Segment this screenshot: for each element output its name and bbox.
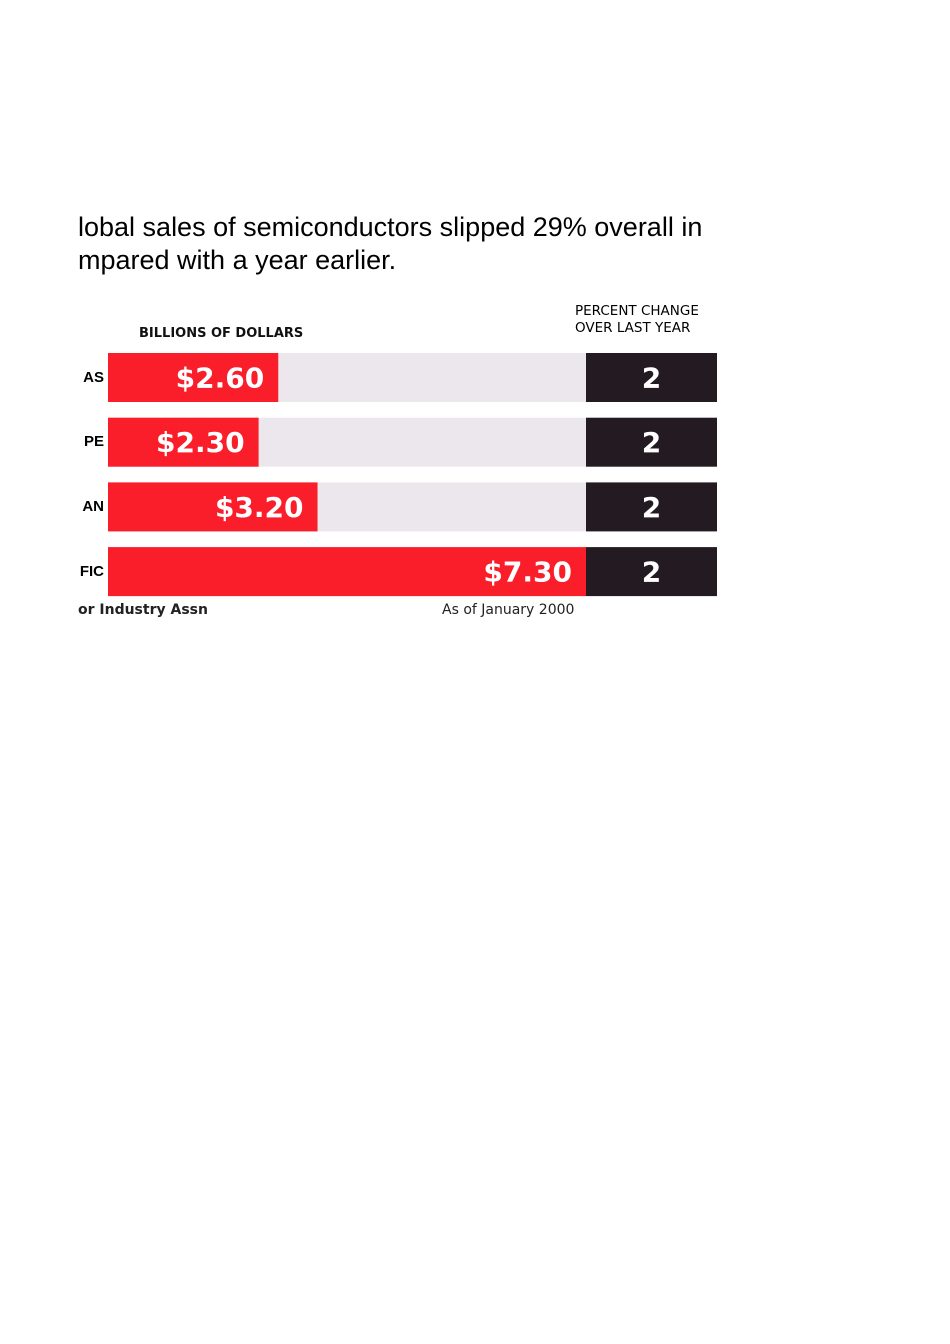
percent-change-box: [586, 482, 717, 532]
bar-value-label: $3.20: [215, 491, 304, 524]
bar: [108, 482, 318, 532]
value-axis-header: BILLIONS OF DOLLARS: [139, 326, 304, 341]
percent-change-value: 2: [642, 491, 661, 524]
bar: [108, 353, 279, 402]
category-label: AS: [83, 368, 104, 386]
bar-value-label: $2.60: [176, 362, 265, 395]
percent-change-box: [586, 547, 717, 597]
bar-chart: $2.60 2 $2.30 2 $3.20 2 $7.30 2: [108, 353, 717, 597]
bar-value-label: $7.30: [483, 556, 572, 589]
percent-change-header: PERCENT CHANGE OVER LAST YEAR: [575, 303, 699, 337]
percent-change-header-line-2: OVER LAST YEAR: [575, 320, 691, 336]
category-label-clip: AS: [78, 368, 104, 388]
percent-change-box: [586, 417, 717, 467]
percent-change-box: [586, 353, 717, 402]
category-label-clip: FIC: [78, 562, 104, 582]
category-label-clip: AN: [78, 497, 104, 517]
subtitle-line-2: mpared with a year earlier.: [78, 245, 397, 275]
percent-change-header-line-1: PERCENT CHANGE: [575, 303, 699, 319]
bar: [108, 417, 259, 467]
category-label-clip: PE: [78, 432, 104, 452]
date-note: As of January 2000: [442, 602, 575, 618]
source-note: or Industry Assn: [78, 602, 208, 618]
category-label: AN: [82, 497, 104, 515]
category-label: PE: [83, 433, 104, 451]
subtitle-line-1: lobal sales of semiconductors slipped 29…: [78, 212, 703, 242]
chart-subtitle: lobal sales of semiconductors slipped 29…: [78, 210, 738, 280]
percent-change-value: 2: [642, 362, 661, 395]
percent-change-value: 2: [642, 426, 661, 459]
bar: [108, 547, 586, 597]
bar-value-label: $2.30: [156, 426, 245, 459]
category-label: FIC: [79, 562, 104, 580]
source-clip: or Industry Assn: [78, 602, 278, 624]
percent-change-value: 2: [642, 556, 661, 589]
